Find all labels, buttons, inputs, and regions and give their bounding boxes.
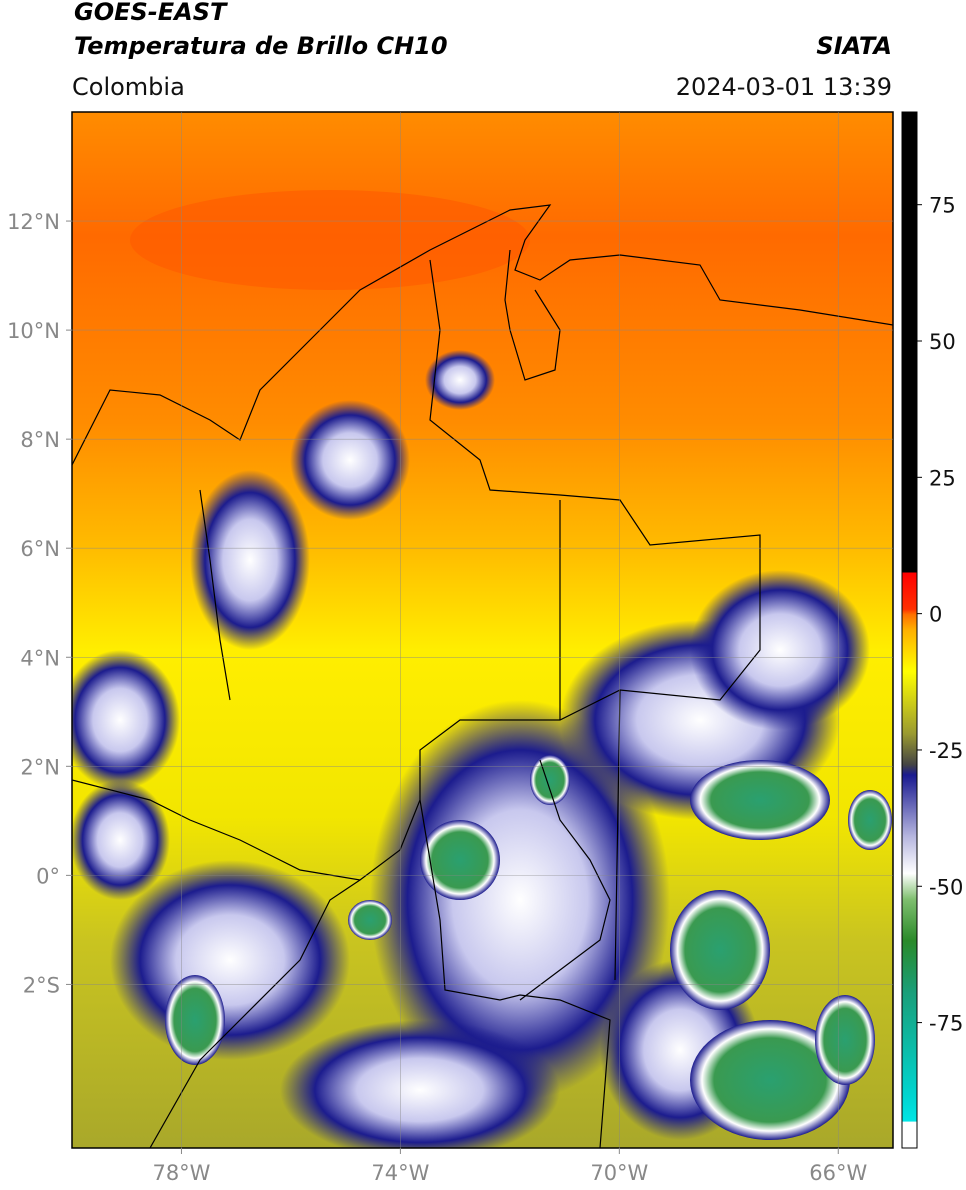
x-tick-label: 70°W — [590, 1161, 648, 1185]
colorbar-tick-label: 25 — [929, 466, 956, 490]
y-tick-label: 10°N — [7, 319, 60, 343]
y-tick-label: 8°N — [20, 428, 60, 452]
x-tick-label: 66°W — [809, 1161, 867, 1185]
map-frame — [71, 111, 894, 1149]
colorbar-tick-label: -75 — [929, 1012, 963, 1036]
colorbar-tick-label: -50 — [929, 875, 963, 899]
y-tick-label: 0° — [36, 864, 60, 888]
colorbar-tick-label: 0 — [929, 603, 942, 627]
subtitle: Temperatura de Brillo CH10 — [74, 32, 448, 60]
y-tick-label: 12°N — [7, 210, 60, 234]
x-tick-label: 78°W — [152, 1161, 210, 1185]
colorbar-tick-label: 50 — [929, 330, 956, 354]
source: SIATA — [816, 32, 892, 60]
satellite-image — [72, 112, 893, 1148]
colorbar — [901, 111, 918, 1149]
colorbar-tick-label: 75 — [929, 194, 956, 218]
title: GOES-EAST — [74, 0, 228, 26]
colorbar-tick-label: -25 — [929, 739, 963, 763]
y-tick-label: 2°S — [23, 973, 60, 997]
datetime: 2024-03-01 13:39 — [676, 73, 892, 101]
region: Colombia — [72, 73, 185, 101]
y-tick-label: 6°N — [20, 537, 60, 561]
y-tick-label: 4°N — [20, 646, 60, 670]
x-tick-label: 74°W — [371, 1161, 429, 1185]
y-tick-label: 2°N — [20, 755, 60, 779]
